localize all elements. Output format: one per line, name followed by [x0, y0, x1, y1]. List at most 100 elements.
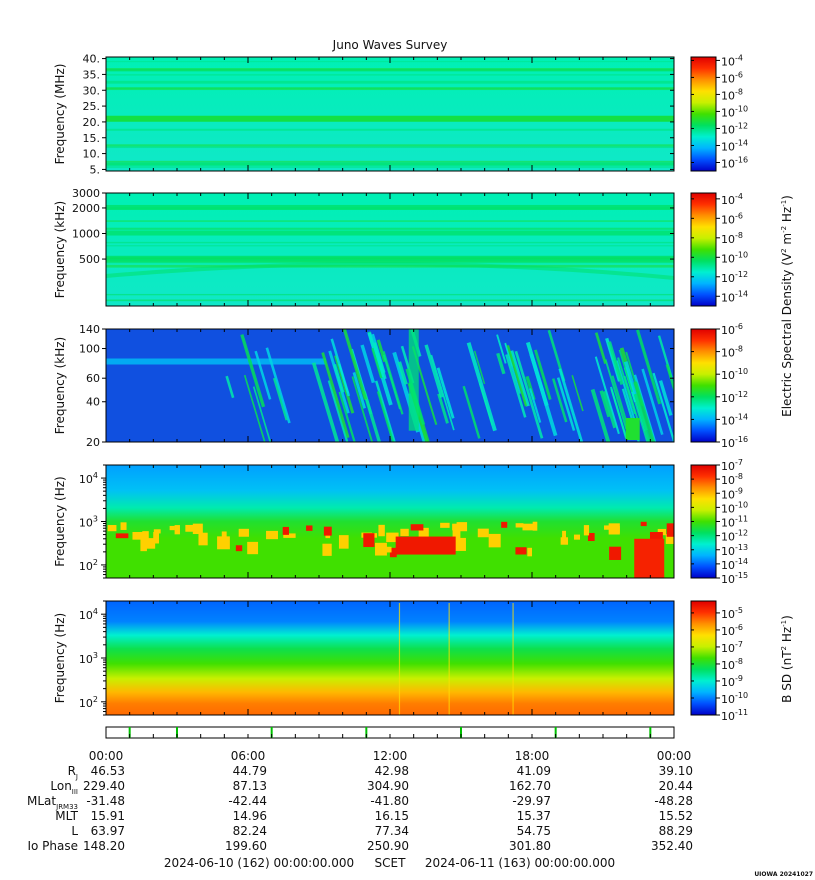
cbar-tick-label: 10-7 — [721, 640, 743, 655]
colorbar-4: 10-710-810-910-1010-1110-1210-1310-1410-… — [690, 458, 748, 586]
y-tick-label-exp: 2 — [93, 695, 98, 704]
cbar-tick-label: 10-6 — [721, 623, 743, 638]
radio-burst — [556, 377, 576, 431]
cbar-tick-label: 10-6 — [721, 211, 743, 226]
cbar-tick-label-exp: -11 — [735, 515, 748, 524]
cbar-tick-label-base: 10 — [721, 559, 735, 572]
radio-burst — [424, 344, 444, 398]
cbar-tick-label-base: 10 — [721, 369, 735, 382]
y-tick-label-exp: 4 — [93, 607, 98, 616]
plasma-wave-patch — [375, 542, 387, 556]
cbar-tick-label-exp: -12 — [735, 390, 748, 399]
y-axis-label: Frequency (kHz) — [53, 337, 67, 434]
cbar-tick-label: 10-16 — [721, 435, 748, 450]
plasma-wave-patch — [143, 538, 156, 549]
radio-burst — [599, 390, 611, 418]
ephem-value: 77.34 — [375, 824, 409, 838]
y-tick-label-base: 10 — [79, 473, 93, 486]
cbar-tick-label: 10-8 — [721, 345, 743, 360]
plasma-wave-patch — [192, 523, 203, 535]
cbar-tick-label-exp: -16 — [735, 435, 748, 444]
cbar-tick-label-exp: -7 — [735, 640, 743, 649]
spectral-line — [106, 162, 674, 166]
ephem-value: 41.09 — [517, 764, 551, 778]
colorbar-labels: Electric Spectral Density (V2 m-2 Hz-1) … — [780, 195, 794, 703]
y-tick-label: 104 — [79, 471, 98, 486]
cbar-tick-label: 10-12 — [721, 390, 748, 405]
plasma-wave-patch — [283, 533, 296, 538]
y-tick-label: 40 — [86, 396, 100, 409]
cbar-tick-label: 10-6 — [721, 70, 743, 85]
y-tick-label: 140 — [79, 323, 100, 336]
cbar-tick-label-exp: -6 — [735, 623, 743, 632]
y-tick-label-exp: 4 — [93, 471, 98, 480]
spectral-line — [106, 245, 674, 247]
plasma-wave-patch — [410, 524, 424, 531]
spectrogram-image — [106, 329, 674, 442]
cbar-tick-label: 10-10 — [721, 500, 748, 515]
cbar-tick-label-base: 10 — [721, 157, 735, 170]
emission-band — [106, 358, 326, 365]
ephem-value: 148.20 — [83, 839, 125, 853]
cbar-tick-label-exp: -8 — [735, 345, 743, 354]
cbar-tick-label-exp: -9 — [735, 486, 743, 495]
cbar-tick-label-base: 10 — [721, 573, 735, 586]
cbar-tick-label-base: 10 — [721, 347, 735, 360]
radio-burst — [594, 332, 607, 365]
cbar-tick-label-exp: -14 — [735, 557, 748, 566]
ephem-value: 44.79 — [233, 764, 267, 778]
cbar-tick-label-base: 10 — [721, 123, 735, 136]
spectral-line — [106, 73, 674, 76]
plasma-wave-patch — [198, 532, 208, 546]
plasma-wave-patch — [666, 523, 674, 537]
plasma-wave-patch — [604, 525, 612, 530]
magnetic-cbar-label: B SD (nT2 Hz-1) — [780, 615, 794, 703]
radio-burst — [338, 363, 350, 394]
radio-burst — [338, 391, 356, 442]
plasma-wave-patch — [386, 532, 399, 543]
radio-burst — [437, 393, 449, 424]
y-axis-label: Frequency (MHz) — [53, 64, 67, 165]
radio-burst — [618, 349, 633, 393]
cbar-tick-label-exp: -14 — [735, 412, 748, 421]
radio-burst — [594, 356, 620, 435]
cbar-tick-label: 10-16 — [721, 155, 748, 170]
plasma-wave-patch — [649, 532, 663, 543]
ephem-value: 46.53 — [91, 764, 125, 778]
time-label: 00:00 — [89, 749, 124, 763]
radio-burst — [360, 344, 376, 384]
ephem-value: 63.97 — [91, 824, 125, 838]
ephem-value: 301.80 — [509, 839, 551, 853]
plasma-wave-patch — [169, 525, 175, 531]
cbar-tick-label-base: 10 — [721, 642, 735, 655]
ephem-value: 88.29 — [659, 824, 693, 838]
y-tick-label-base: 10 — [79, 653, 93, 666]
cbar-tick-label-base: 10 — [721, 693, 735, 706]
ephem-value: 229.40 — [83, 779, 125, 793]
plasma-wave-patch — [562, 530, 566, 545]
cbar-tick-label: 10-14 — [721, 138, 748, 153]
radio-burst — [652, 372, 674, 442]
emission-band-21mhz — [106, 115, 674, 122]
y-tick-label-base: 10 — [79, 517, 93, 530]
footer-start-time: 2024-06-10 (162) 00:00:00.000 — [164, 856, 354, 870]
radio-burst — [590, 388, 611, 442]
cbar-tick-label-exp: -10 — [735, 250, 748, 259]
plasma-wave-patch — [389, 547, 397, 558]
plasma-wave-patch — [609, 546, 622, 560]
y-tick-label: 20. — [83, 116, 101, 129]
y-tick-label: 104 — [79, 607, 98, 622]
ephem-value: 352.40 — [651, 839, 693, 853]
cbar-tick-label-base: 10 — [721, 676, 735, 689]
cbar-tick-label-exp: -8 — [735, 657, 743, 666]
ephem-value: 15.52 — [659, 809, 693, 823]
emission-band — [106, 230, 674, 236]
ephem-value: 54.75 — [517, 824, 551, 838]
plasma-wave-patch — [488, 533, 501, 548]
plasma-wave-patch — [266, 530, 278, 540]
radio-burst — [342, 329, 368, 400]
plasma-wave-patch — [238, 528, 249, 537]
